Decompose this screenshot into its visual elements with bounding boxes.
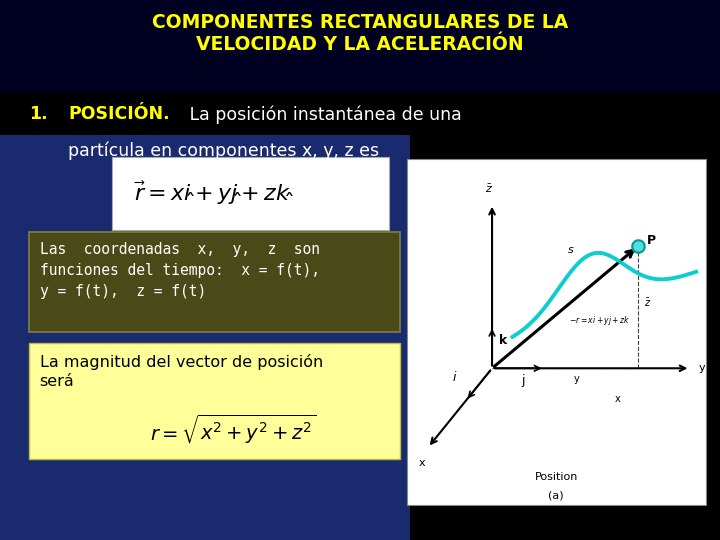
FancyBboxPatch shape <box>0 0 720 92</box>
FancyBboxPatch shape <box>0 135 410 540</box>
Text: 1.: 1. <box>29 105 48 123</box>
Text: i: i <box>453 371 456 384</box>
Text: x: x <box>419 457 426 468</box>
Text: j: j <box>521 374 525 387</box>
Text: COMPONENTES RECTANGULARES DE LA
VELOCIDAD Y LA ACELERACIÓN: COMPONENTES RECTANGULARES DE LA VELOCIDA… <box>152 14 568 55</box>
Text: $\bar{z}$: $\bar{z}$ <box>644 298 651 309</box>
Text: Position: Position <box>534 472 578 482</box>
FancyBboxPatch shape <box>29 232 400 332</box>
Text: P: P <box>647 233 656 247</box>
Text: x: x <box>615 394 620 404</box>
Text: k: k <box>500 334 508 347</box>
Text: La magnitud del vector de posición
será: La magnitud del vector de posición será <box>40 354 323 389</box>
Text: partícula en componentes x, y, z es: partícula en componentes x, y, z es <box>68 141 379 160</box>
Text: (a): (a) <box>549 490 564 500</box>
FancyBboxPatch shape <box>407 159 706 505</box>
Text: $\vec{r} = xi\hat{} + yj\hat{} + zk\hat{}$: $\vec{r} = xi\hat{} + yj\hat{} + zk\hat{… <box>134 179 294 207</box>
Text: $\bar{z}$: $\bar{z}$ <box>485 183 493 195</box>
Text: $r = \sqrt{x^2 + y^2 + z^2}$: $r = \sqrt{x^2 + y^2 + z^2}$ <box>150 413 316 446</box>
Text: y: y <box>699 363 706 373</box>
FancyBboxPatch shape <box>29 343 400 459</box>
FancyBboxPatch shape <box>112 157 389 230</box>
Text: La posición instantánea de una: La posición instantánea de una <box>184 105 462 124</box>
Text: Las  coordenadas  x,  y,  z  son
funciones del tiempo:  x = f(t),
y = f(t),  z =: Las coordenadas x, y, z son funciones de… <box>40 242 320 299</box>
Text: y: y <box>574 374 580 384</box>
Text: s: s <box>568 246 574 255</box>
Text: POSICIÓN.: POSICIÓN. <box>68 105 170 123</box>
Text: $-r = xi + yj + zk$: $-r = xi + yj + zk$ <box>570 314 631 327</box>
